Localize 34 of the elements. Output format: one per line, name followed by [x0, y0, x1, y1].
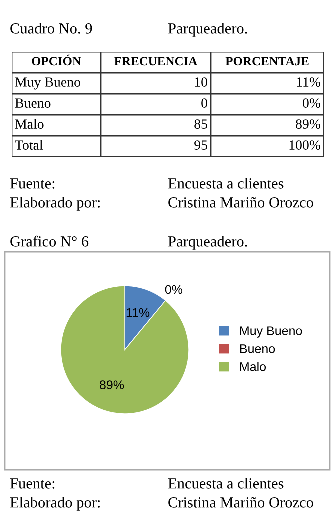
text: Cristina Mariño Orozco — [168, 197, 314, 208]
data-label: 95 — [194, 140, 208, 150]
text: PORCENTAJE — [226, 57, 309, 66]
text: Elaborado por: — [10, 197, 100, 211]
data-label: 0 — [202, 98, 208, 108]
text: Encuesta a clientes — [168, 478, 284, 489]
data-label: 100% — [290, 140, 321, 150]
text: Cristina Mariño Orozco — [168, 497, 314, 508]
category-label: Bueno — [15, 98, 51, 108]
data-label: 89% — [296, 120, 321, 130]
category-label: Malo — [15, 119, 44, 129]
data-label: 11% — [297, 78, 321, 88]
data-label: 85 — [194, 120, 208, 129]
chart-title: Grafico N° 6 — [10, 236, 89, 247]
pie-slice — [60, 286, 190, 414]
data-label: 89% — [100, 380, 124, 390]
text: Cuadro No. 9 — [10, 23, 92, 34]
text: OPCIÓN — [32, 54, 82, 66]
legend-label: Bueno — [240, 344, 276, 354]
data-label: 0% — [303, 98, 321, 108]
legend-label: Malo — [240, 362, 266, 372]
category-label: Muy Bueno — [15, 78, 80, 90]
category-label: Total — [15, 140, 44, 150]
data-label: 10 — [195, 78, 208, 87]
data-label: 11% — [126, 308, 150, 318]
legend-label: Muy Bueno — [240, 326, 302, 338]
source-note: Fuente: — [10, 178, 55, 189]
text: 0% — [165, 285, 183, 294]
text: Elaborado por: — [10, 497, 100, 511]
text: Parqueadero. — [168, 23, 248, 37]
text: FRECUENCIA — [114, 57, 198, 66]
chart-subtitle: Parqueadero. — [168, 236, 248, 250]
text: Encuesta a clientes — [168, 178, 284, 189]
source-note: Fuente: — [10, 478, 55, 489]
